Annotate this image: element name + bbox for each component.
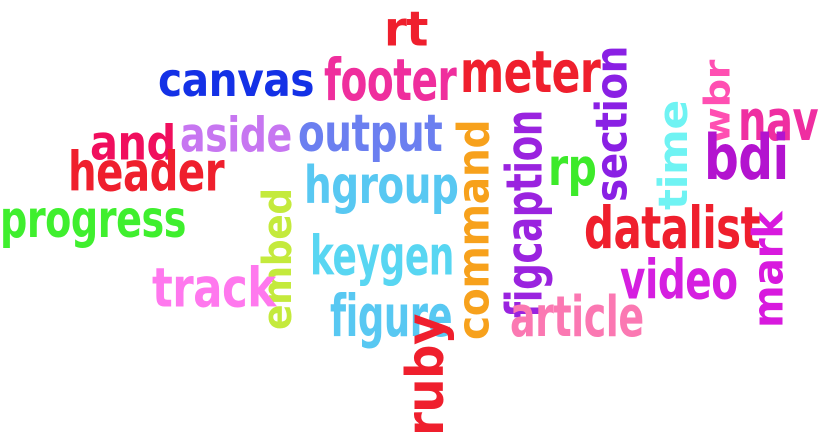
- word-bdi: bdi: [704, 123, 789, 195]
- word-footer: footer: [324, 47, 457, 115]
- word-keygen: keygen: [310, 225, 454, 289]
- word-hgroup: hgroup: [304, 156, 459, 216]
- word-track: track: [152, 257, 276, 321]
- word-ruby: ruby: [396, 314, 456, 436]
- word-aside: aside: [180, 108, 292, 164]
- word-header: header: [68, 141, 225, 205]
- word-article: article: [510, 285, 644, 351]
- word-figure: figure: [330, 283, 453, 351]
- word-command: command: [448, 119, 500, 340]
- word-meter: meter: [460, 39, 601, 107]
- word-mark: mark: [744, 212, 794, 328]
- word-output: output: [298, 104, 443, 164]
- word-nav: nav: [738, 89, 818, 155]
- word-section: section: [586, 46, 638, 203]
- word-progress: progress: [0, 190, 186, 250]
- word-video: video: [620, 249, 738, 313]
- word-canvas: canvas: [158, 54, 315, 108]
- word-rt: rt: [384, 2, 428, 58]
- word-rp: rp: [548, 138, 597, 198]
- word-time: time: [651, 100, 697, 210]
- word-and: and: [90, 116, 176, 172]
- word-datalist: datalist: [584, 195, 761, 263]
